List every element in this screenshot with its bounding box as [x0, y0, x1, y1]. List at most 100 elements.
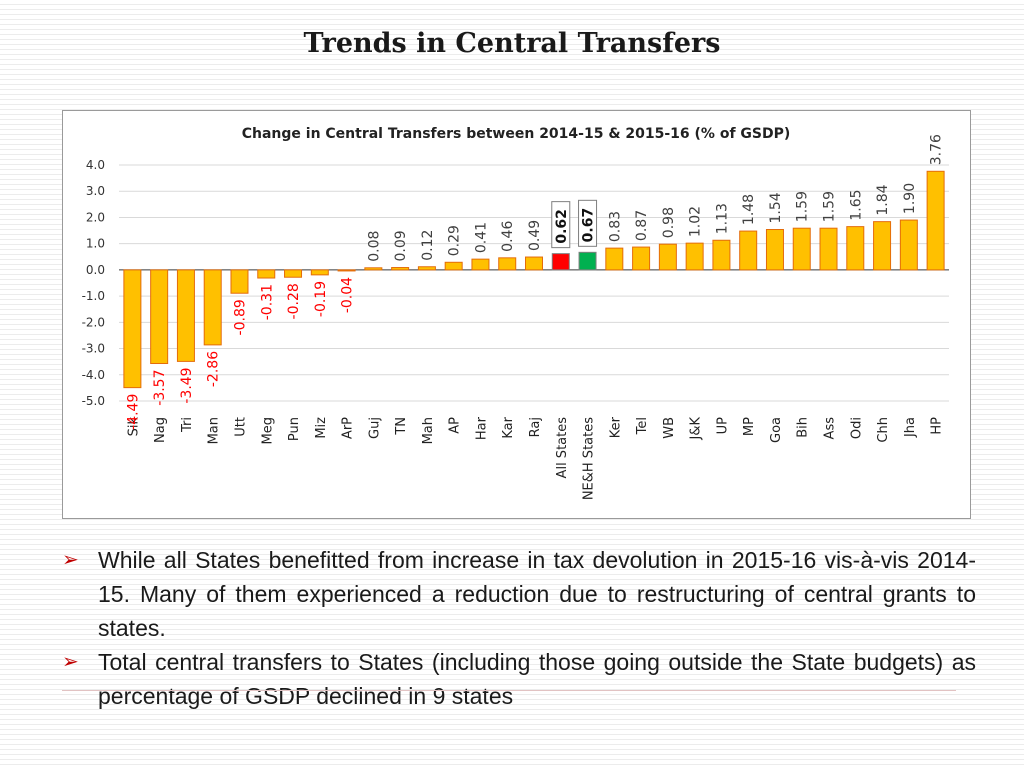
- data-label: 1.13: [714, 203, 730, 234]
- arrow-bullet-icon: ➢: [62, 651, 79, 673]
- y-tick-label: -2.0: [82, 315, 105, 329]
- category-label: UP: [715, 417, 730, 435]
- category-label: Nag: [153, 417, 168, 443]
- y-tick-label: 3.0: [86, 184, 105, 198]
- category-label: Sik: [126, 417, 141, 437]
- data-label: 1.02: [688, 206, 704, 237]
- bar: [792, 227, 811, 271]
- category-label: Meg: [260, 417, 275, 444]
- divider: [62, 690, 956, 691]
- data-label: -0.19: [313, 281, 329, 317]
- bar: [337, 269, 356, 272]
- bar: [658, 243, 677, 271]
- data-label: 0.67: [581, 208, 597, 243]
- bar: [417, 266, 436, 271]
- bar: [176, 269, 195, 362]
- data-label: 0.87: [634, 210, 650, 241]
- data-label: -0.28: [286, 283, 302, 319]
- data-label: 0.49: [527, 220, 543, 251]
- category-label: Kar: [501, 416, 516, 438]
- bar: [123, 269, 142, 389]
- bullet-item: ➢ While all States benefitted from incre…: [62, 543, 976, 645]
- data-label: 1.65: [848, 189, 864, 220]
- y-tick-label: -4.0: [82, 368, 105, 382]
- category-label: HP: [930, 417, 945, 435]
- category-label: Goa: [769, 417, 784, 443]
- category-label: Bih: [796, 417, 811, 438]
- data-label: 0.62: [554, 209, 570, 244]
- category-label: WB: [662, 417, 677, 439]
- y-tick-label: 1.0: [86, 237, 105, 251]
- data-label: -2.86: [206, 351, 222, 387]
- data-label: -0.31: [259, 284, 275, 320]
- category-label: Raj: [528, 417, 543, 437]
- bar: [551, 253, 570, 271]
- category-label: AP: [448, 417, 463, 434]
- bar: [739, 230, 758, 271]
- data-label: -0.04: [340, 277, 356, 313]
- data-label: -4.49: [125, 394, 141, 430]
- data-label: 0.08: [366, 231, 382, 262]
- data-label: 0.46: [500, 221, 516, 252]
- y-tick-label: -5.0: [82, 394, 105, 408]
- bar: [685, 242, 704, 271]
- bar: [846, 226, 865, 271]
- bullet-item: ➢ Total central transfers to States (inc…: [62, 645, 976, 713]
- bar: [605, 247, 624, 271]
- data-label: 1.90: [902, 183, 918, 214]
- bar: [203, 269, 222, 346]
- category-label: Man: [207, 417, 222, 444]
- data-label: -3.49: [179, 367, 195, 403]
- slide-title: Trends in Central Transfers: [303, 28, 721, 59]
- category-label: Ass: [823, 417, 838, 440]
- category-label: Miz: [314, 417, 329, 439]
- data-label: 0.98: [661, 207, 677, 238]
- data-label: 0.29: [447, 225, 463, 256]
- data-label: 1.84: [875, 184, 891, 215]
- data-label: 1.59: [795, 191, 811, 222]
- bar: [632, 246, 651, 271]
- category-label: Har: [474, 416, 489, 440]
- bar: [525, 256, 543, 271]
- category-label: Mah: [421, 417, 436, 444]
- bar: [284, 269, 303, 278]
- data-label: 0.09: [393, 230, 409, 261]
- data-label-box: [551, 201, 571, 249]
- bar: [444, 261, 463, 271]
- bar: [926, 170, 945, 271]
- category-label: Utt: [233, 417, 248, 437]
- bar: [712, 239, 731, 271]
- chart-title: Change in Central Transfers between 2014…: [242, 126, 791, 142]
- data-label: 0.83: [607, 211, 623, 242]
- bar: [765, 229, 784, 271]
- bar: [819, 227, 838, 271]
- y-tick-label: 0.0: [86, 263, 105, 277]
- bar: [150, 269, 169, 365]
- bullet-text: Total central transfers to States (inclu…: [98, 649, 976, 709]
- category-label: Tri: [180, 417, 195, 433]
- data-label: -3.57: [152, 370, 168, 406]
- category-label: All States: [555, 417, 570, 479]
- bullet-list: ➢ While all States benefitted from incre…: [62, 543, 976, 713]
- data-label: 1.59: [822, 191, 838, 222]
- category-label: Ker: [608, 416, 623, 438]
- y-tick-label: -1.0: [82, 289, 105, 303]
- category-label: Jha: [903, 417, 918, 438]
- data-label: -0.89: [232, 299, 248, 335]
- bar: [471, 258, 490, 271]
- category-label: MP: [742, 417, 757, 436]
- bar: [364, 267, 383, 271]
- bar: [498, 257, 517, 271]
- category-label: Pun: [287, 417, 302, 441]
- data-label: 0.41: [473, 222, 489, 253]
- data-label: 1.54: [768, 192, 784, 223]
- bullet-text: While all States benefitted from increas…: [98, 547, 976, 641]
- bar-chart: Change in Central Transfers between 2014…: [82, 126, 949, 500]
- data-label-box: [578, 199, 598, 247]
- bar: [391, 267, 410, 271]
- category-label: Tel: [635, 417, 650, 435]
- bar: [257, 269, 276, 279]
- chart-frame: Change in Central Transfers between 2014…: [62, 110, 971, 519]
- data-label: 0.12: [420, 230, 436, 261]
- y-tick-label: 2.0: [86, 210, 105, 224]
